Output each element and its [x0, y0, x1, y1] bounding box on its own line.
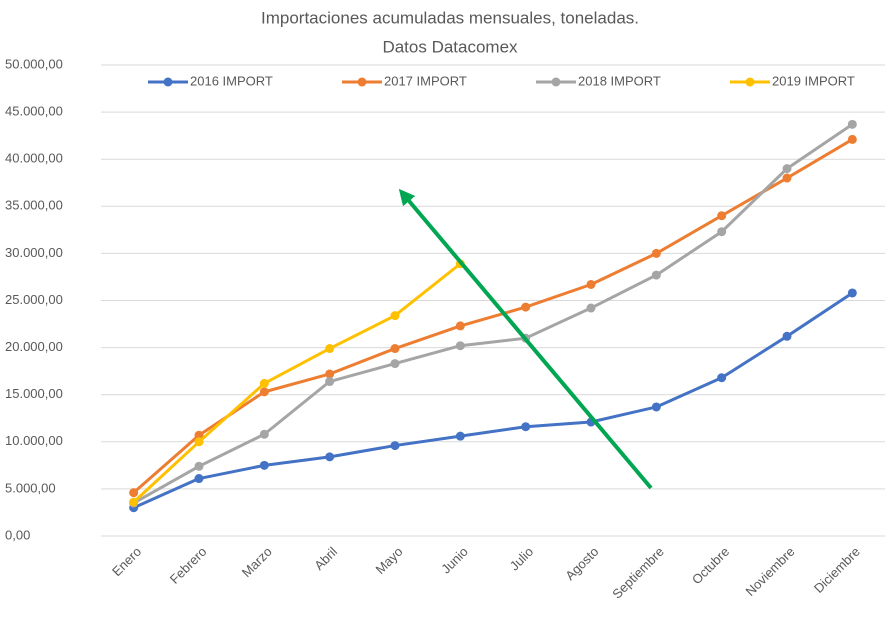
series-marker: [521, 302, 531, 312]
x-tick-label: Julio: [507, 544, 537, 574]
series-marker: [390, 311, 400, 321]
series-line: [132, 123, 854, 505]
series-marker: [194, 437, 204, 447]
series-marker: [259, 378, 269, 388]
series-marker: [259, 429, 269, 439]
series-marker: [782, 164, 792, 174]
series-marker: [717, 227, 727, 237]
legend-label: 2017 IMPORT: [384, 73, 467, 88]
y-tick-label: 5.000,00: [5, 480, 56, 495]
legend-marker: [357, 77, 367, 87]
series-marker: [651, 248, 661, 258]
x-tick-label: Noviembre: [742, 544, 797, 599]
series-marker: [390, 359, 400, 369]
series-marker: [782, 173, 792, 183]
plot: 0,00 5.000,00 10.000,00 15.000,00 20.000,00 2…: [5, 56, 885, 602]
chart-title: Importaciones acumuladas mensuales, tone…: [261, 8, 639, 27]
series-marker: [259, 460, 269, 470]
chart-subtitle: Datos Datacomex: [382, 37, 518, 56]
series-marker: [129, 488, 139, 498]
series-marker: [847, 288, 857, 298]
series-line: [132, 262, 462, 504]
x-tick-label: Octubre: [689, 544, 732, 587]
x-tick-label: Agosto: [562, 544, 601, 583]
series-marker: [325, 452, 335, 462]
series-marker: [325, 344, 335, 354]
legend-marker: [163, 77, 173, 87]
series-marker: [782, 331, 792, 341]
series-marker: [847, 134, 857, 144]
x-tick-label: Marzo: [239, 544, 275, 580]
series-marker: [194, 430, 204, 440]
series-marker: [194, 461, 204, 471]
y-tick-label: 20.000,00: [5, 339, 63, 354]
y-tick-label: 35.000,00: [5, 198, 63, 213]
series-marker: [717, 373, 727, 383]
y-tick-label: 40.000,00: [5, 151, 63, 166]
y-tick-label: 45.000,00: [5, 104, 63, 119]
series-marker: [259, 387, 269, 397]
x-tick-label: Mayo: [372, 544, 405, 577]
x-tick-label: Enero: [109, 544, 144, 579]
legend-label: 2019 IMPORT: [772, 73, 855, 88]
x-tick-label: Septiembre: [609, 544, 667, 602]
x-tick-label: Diciembre: [811, 544, 863, 596]
y-tick-label: 30.000,00: [5, 245, 63, 260]
x-tick-label: Junio: [438, 544, 471, 577]
series-marker: [455, 321, 465, 331]
series-marker: [717, 211, 727, 221]
series-marker: [390, 441, 400, 451]
series-marker: [586, 303, 596, 313]
legend-label: 2018 IMPORT: [578, 73, 661, 88]
series-line: [132, 138, 854, 494]
series-marker: [651, 270, 661, 280]
series-marker: [455, 341, 465, 351]
y-tick-label: 50.000,00: [5, 56, 63, 71]
y-tick-label: 0,00: [5, 527, 30, 542]
arrow: [398, 188, 653, 490]
legend-marker: [745, 77, 755, 87]
y-tick-label: 25.000,00: [5, 292, 63, 307]
series-marker: [455, 431, 465, 441]
legend-label: 2016 IMPORT: [190, 73, 273, 88]
series-marker: [521, 422, 531, 432]
x-tick-label: Abril: [311, 544, 340, 573]
y-tick-label: 10.000,00: [5, 433, 63, 448]
series-marker: [194, 474, 204, 484]
series-marker: [325, 369, 335, 379]
series-marker: [586, 279, 596, 289]
series-line: [133, 291, 854, 510]
series-marker: [651, 402, 661, 412]
y-tick-label: 15.000,00: [5, 386, 63, 401]
x-tick-label: Febrero: [167, 544, 210, 587]
series-marker: [129, 497, 139, 507]
legend-marker: [551, 77, 561, 87]
series-marker: [390, 344, 400, 354]
series-marker: [325, 377, 335, 387]
series-marker: [847, 119, 857, 129]
